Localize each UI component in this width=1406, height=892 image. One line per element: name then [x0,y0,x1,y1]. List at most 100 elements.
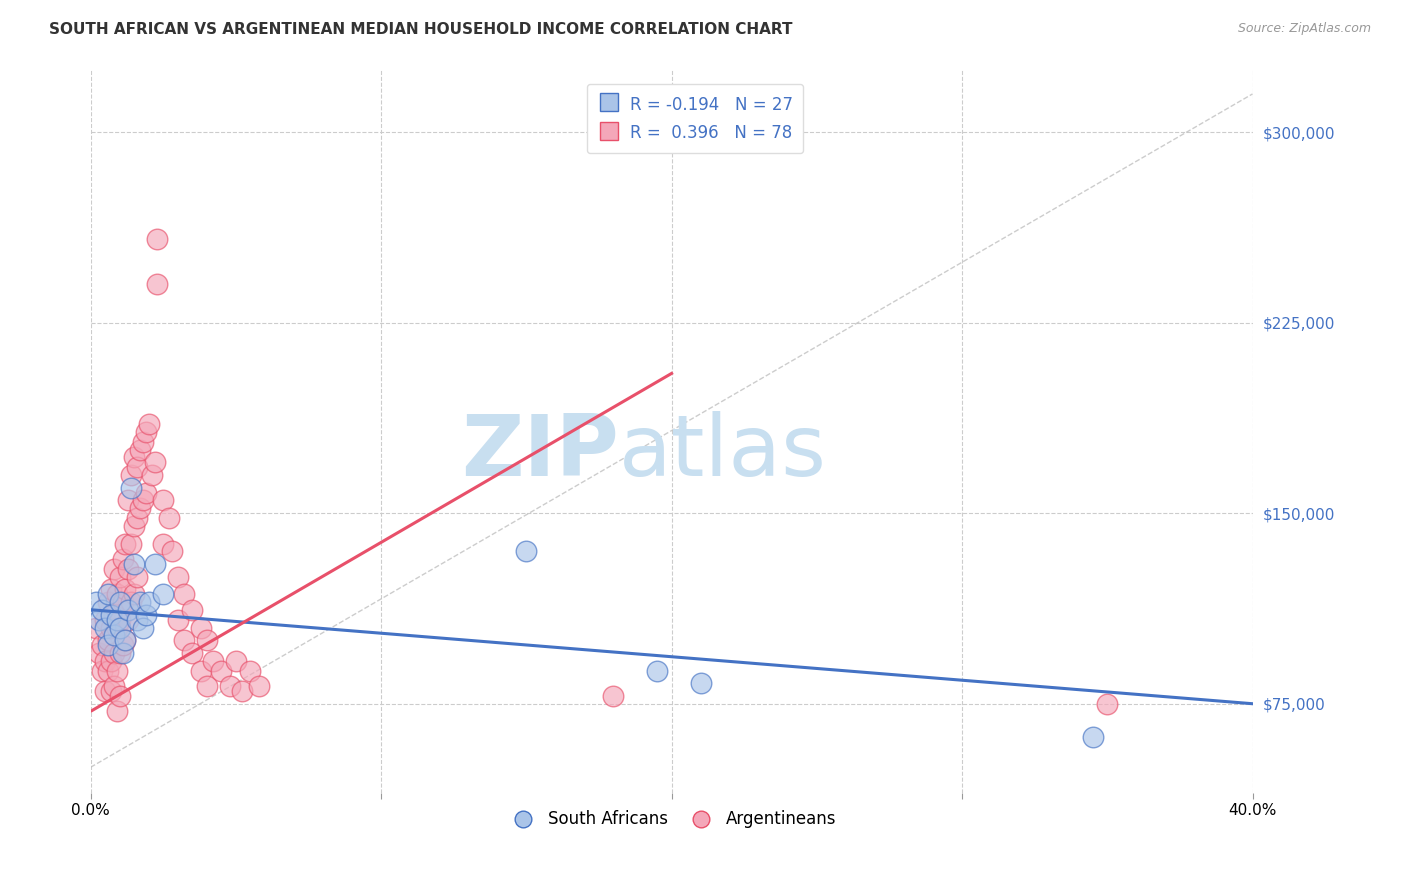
Point [120,536,142,550]
Point [103,679,125,693]
Point [146,277,169,292]
Point [127,613,149,627]
Point [94,613,117,627]
Point [100,607,122,622]
Point [120,468,142,483]
Point [515,544,537,558]
Point [120,481,142,495]
Point [100,684,122,698]
Point [97,638,120,652]
Point [105,587,128,601]
Point [146,232,169,246]
Point [103,628,125,642]
Point [105,620,128,634]
Point [117,603,139,617]
Point [117,493,139,508]
Point [231,684,253,698]
Point [114,633,136,648]
Point [181,646,204,660]
Text: Source: ZipAtlas.com: Source: ZipAtlas.com [1237,22,1371,36]
Point [97,587,120,601]
Text: SOUTH AFRICAN VS ARGENTINEAN MEDIAN HOUSEHOLD INCOME CORRELATION CHART: SOUTH AFRICAN VS ARGENTINEAN MEDIAN HOUS… [49,22,793,37]
Point [122,519,145,533]
Point [100,654,122,668]
Point [132,435,155,450]
Point [117,613,139,627]
Point [120,595,142,609]
Point [135,607,157,622]
Point [122,450,145,465]
Point [105,664,128,678]
Point [132,620,155,634]
Point [138,595,160,609]
Point [89,613,111,627]
Point [225,654,247,668]
Point [141,468,163,483]
Point [122,587,145,601]
Point [181,603,204,617]
Point [166,613,188,627]
Point [94,620,117,634]
Point [160,544,183,558]
Point [135,425,157,439]
Point [166,570,188,584]
Point [94,654,117,668]
Point [689,676,711,690]
Point [152,493,174,508]
Point [105,704,128,718]
Point [94,684,117,698]
Point [114,536,136,550]
Point [143,455,166,469]
Point [111,646,134,660]
Point [129,501,152,516]
Point [108,570,131,584]
Point [114,582,136,597]
Point [86,620,108,634]
Point [108,646,131,660]
Point [108,595,131,609]
Point [105,613,128,627]
Point [97,595,120,609]
Point [132,493,155,508]
Point [127,460,149,475]
Point [89,646,111,660]
Point [219,679,242,693]
Point [195,679,218,693]
Point [100,582,122,597]
Point [122,557,145,571]
Point [157,511,180,525]
Point [129,595,152,609]
Point [91,664,114,678]
Point [127,511,149,525]
Point [138,417,160,432]
Point [209,664,232,678]
Point [190,664,212,678]
Point [103,646,125,660]
Point [239,664,262,678]
Point [135,486,157,500]
Point [152,587,174,601]
Text: atlas: atlas [619,411,827,494]
Point [201,654,224,668]
Point [143,557,166,571]
Point [127,570,149,584]
Point [100,620,122,634]
Point [103,607,125,622]
Point [114,633,136,648]
Point [111,638,134,652]
Point [190,620,212,634]
Point [91,603,114,617]
Point [1081,730,1104,744]
Point [1097,697,1119,711]
Point [108,620,131,634]
Point [111,595,134,609]
Point [117,562,139,576]
Point [111,552,134,566]
Point [86,595,108,609]
Point [97,633,120,648]
Point [173,587,195,601]
Point [103,562,125,576]
Point [645,664,668,678]
Point [97,664,120,678]
Point [108,613,131,627]
